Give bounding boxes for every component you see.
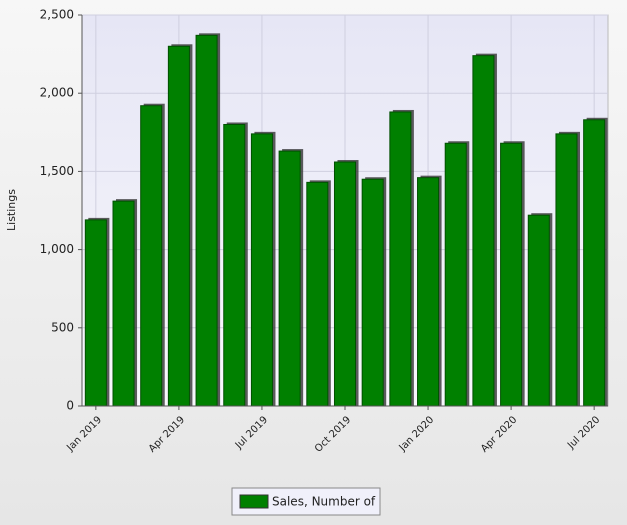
bar [223, 123, 246, 407]
bar [417, 177, 440, 407]
y-tick-label: 2,500 [40, 8, 74, 22]
bar [195, 34, 218, 407]
legend: Sales, Number of [231, 487, 381, 516]
bar [167, 45, 190, 407]
y-tick-label: 1,000 [40, 242, 74, 256]
bar [140, 105, 163, 407]
bar [361, 178, 384, 407]
bar [444, 142, 467, 407]
bar [333, 161, 357, 407]
legend-swatch [239, 494, 269, 509]
bar [472, 55, 495, 407]
bar [112, 200, 135, 407]
bar [389, 111, 412, 407]
bar [250, 133, 273, 407]
y-axis-label: Listings [5, 189, 18, 231]
y-tick-label: 2,000 [40, 86, 74, 100]
bar [555, 133, 578, 407]
bar [583, 119, 606, 407]
bar [306, 181, 329, 407]
y-tick-label: 500 [51, 320, 74, 334]
y-tick-label: 0 [66, 399, 74, 413]
bar [84, 219, 107, 407]
legend-box [231, 487, 381, 516]
bar [527, 214, 550, 407]
bar [500, 142, 523, 407]
y-tick-label: 1,500 [40, 164, 74, 178]
bar [278, 150, 301, 407]
legend-label: Sales, Number of [272, 495, 376, 509]
